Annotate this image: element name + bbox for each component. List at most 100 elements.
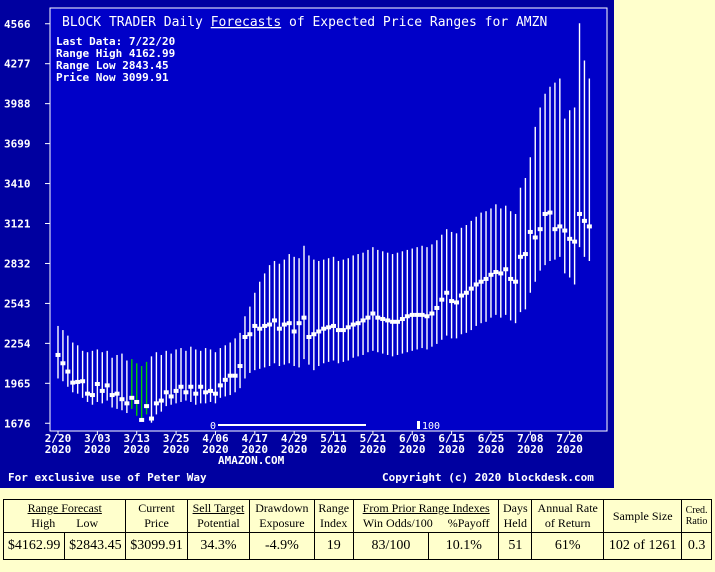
price-marker <box>119 397 125 402</box>
price-marker <box>198 384 204 389</box>
price-marker <box>454 300 460 305</box>
scale-zero-label: 0 <box>210 421 216 432</box>
x-axis: 2/2020203/0320203/1320203/2520204/062020… <box>45 431 583 456</box>
price-marker <box>380 317 386 322</box>
price-marker <box>527 229 533 234</box>
price-marker <box>222 377 228 382</box>
price-marker <box>399 317 405 322</box>
price-marker <box>370 311 376 316</box>
x-tick-year: 2020 <box>202 443 229 456</box>
price-marker <box>296 321 302 326</box>
y-tick-label: 2543 <box>4 297 31 310</box>
price-marker <box>542 211 548 216</box>
sample-size-value: 102 of 1261 <box>603 532 683 560</box>
price-marker <box>419 312 425 317</box>
y-tick-label: 3699 <box>4 138 31 151</box>
x-tick-year: 2020 <box>123 443 150 456</box>
price-marker <box>517 254 523 259</box>
drawdown-header: Drawdown Exposure <box>249 499 315 533</box>
price-marker <box>473 282 479 287</box>
drawdown-value: -4.9% <box>249 532 315 560</box>
price-marker <box>252 323 258 328</box>
footer-copyright: Copyright (c) 2020 blockdesk.com <box>382 471 594 484</box>
price-marker <box>183 390 189 395</box>
y-tick-label: 4566 <box>4 18 31 31</box>
price-marker <box>444 290 450 295</box>
scale-marker: 0 100 <box>210 421 440 432</box>
x-tick-label: 7/08 <box>517 432 544 445</box>
x-tick-label: 4/17 <box>242 432 269 445</box>
price-marker <box>493 270 499 275</box>
x-tick-year: 2020 <box>242 443 269 456</box>
x-tick-year: 2020 <box>45 443 72 456</box>
payoff-value: 10.1% <box>428 532 500 560</box>
current-price-value: $3099.91 <box>125 532 188 560</box>
x-tick-year: 2020 <box>320 443 347 456</box>
cred-ratio-header: Cred. Ratio <box>681 499 712 533</box>
range-high-value: $4162.99 <box>2 532 66 560</box>
sell-target-value: 34.3% <box>186 532 251 560</box>
price-marker <box>572 239 578 244</box>
price-marker <box>513 279 519 284</box>
price-marker <box>281 322 287 327</box>
info-range-low: Range Low 2843.45 <box>56 59 169 72</box>
price-marker <box>562 228 568 233</box>
price-marker <box>483 276 489 281</box>
x-tick-label: 4/06 <box>202 432 229 445</box>
x-tick-label: 6/03 <box>399 432 426 445</box>
chart-panel: BLOCK TRADER Daily Forecasts of Expected… <box>0 0 614 488</box>
x-tick-year: 2020 <box>478 443 505 456</box>
price-marker <box>153 401 159 406</box>
price-marker <box>335 328 341 333</box>
price-marker <box>173 388 179 393</box>
price-marker <box>488 272 494 277</box>
price-marker <box>350 322 356 327</box>
price-marker <box>434 305 440 310</box>
x-tick-year: 2020 <box>163 443 190 456</box>
price-marker <box>429 311 435 316</box>
price-range-chart: BLOCK TRADER Daily Forecasts of Expected… <box>0 0 614 488</box>
price-marker <box>532 235 538 240</box>
price-marker <box>193 391 199 396</box>
price-marker <box>242 335 248 339</box>
price-marker <box>178 384 184 389</box>
price-marker <box>498 271 504 276</box>
price-marker <box>478 279 484 284</box>
range-low-value: $2843.45 <box>64 532 127 560</box>
price-marker <box>109 393 115 398</box>
price-marker <box>508 276 514 281</box>
price-marker <box>581 218 587 223</box>
price-marker <box>247 332 253 337</box>
price-marker <box>567 236 573 241</box>
price-marker <box>394 319 400 324</box>
price-marker <box>345 325 351 330</box>
x-tick-year: 2020 <box>281 443 308 456</box>
price-marker <box>217 383 223 388</box>
price-marker <box>276 326 282 331</box>
price-marker <box>139 417 145 422</box>
price-marker <box>306 335 312 339</box>
y-tick-label: 4277 <box>4 58 31 71</box>
ticker-name: AMAZON.COM <box>218 454 285 467</box>
price-marker <box>227 373 233 378</box>
price-marker <box>316 329 322 334</box>
range-forecast-header: Range Forecast High Low <box>2 499 127 533</box>
price-marker <box>208 388 214 393</box>
price-marker <box>331 323 337 328</box>
price-marker <box>463 290 469 295</box>
price-marker <box>547 210 553 215</box>
price-marker <box>522 252 528 257</box>
y-tick-label: 3121 <box>4 218 31 231</box>
price-marker <box>75 379 81 384</box>
price-marker <box>375 315 381 320</box>
price-marker <box>414 312 420 317</box>
x-tick-year: 2020 <box>438 443 465 456</box>
x-tick-label: 3/13 <box>123 432 150 445</box>
stats-table-wrap: Range Forecast High Low Current Price Sell… <box>2 499 712 560</box>
price-marker <box>385 318 391 323</box>
y-tick-label: 2832 <box>4 257 31 270</box>
x-tick-label: 3/03 <box>84 432 111 445</box>
price-marker <box>55 352 61 357</box>
x-tick-label: 5/21 <box>360 432 387 445</box>
forecasts-link[interactable]: Forecasts <box>211 15 281 30</box>
